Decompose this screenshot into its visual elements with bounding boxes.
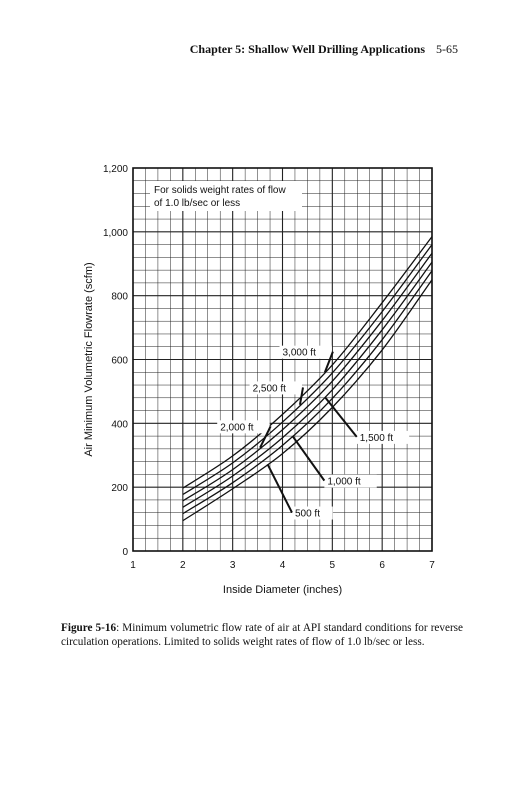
annotation-background bbox=[279, 345, 332, 359]
annotation-leader bbox=[298, 387, 304, 406]
annotation-background bbox=[291, 506, 333, 520]
series-line-500ftft bbox=[182, 279, 433, 522]
caption-text: : Minimum volumetric flow rate of air at… bbox=[61, 622, 463, 648]
x-tick-label: 5 bbox=[330, 560, 336, 571]
y-tick-label: 1,000 bbox=[103, 228, 128, 239]
x-tick-label: 2 bbox=[180, 560, 186, 571]
annotation-leader bbox=[266, 463, 293, 513]
figure-label: Figure 5-16 bbox=[61, 622, 117, 634]
figure-caption: Figure 5-16: Minimum volumetric flow rat… bbox=[61, 621, 463, 649]
annotation-leader bbox=[323, 351, 334, 373]
annotation-label: 1,500 ft bbox=[360, 433, 394, 444]
y-tick-label: 800 bbox=[111, 292, 128, 303]
series-line-2000ftft bbox=[182, 252, 433, 502]
page-header: Chapter 5: Shallow Well Drilling Applica… bbox=[190, 42, 458, 57]
annotation-label: 2,500 ft bbox=[253, 383, 287, 394]
annotation-leader bbox=[259, 425, 272, 449]
chapter-title: Chapter 5: Shallow Well Drilling Applica… bbox=[189, 42, 425, 56]
annotation-label: 500 ft bbox=[295, 509, 320, 520]
plot-frame bbox=[132, 167, 433, 552]
note-background bbox=[150, 181, 302, 211]
annotation-background bbox=[324, 474, 377, 488]
x-axis-label: Inside Diameter (inches) bbox=[223, 584, 342, 596]
annotation-leader bbox=[324, 396, 358, 438]
annotation-label: 1,000 ft bbox=[327, 477, 361, 488]
x-tick-label: 7 bbox=[429, 560, 435, 571]
annotation-background bbox=[249, 381, 302, 395]
series-line-1000ftft bbox=[182, 270, 433, 515]
annotation-leader bbox=[291, 435, 326, 482]
y-tick-label: 200 bbox=[111, 483, 128, 494]
series-line-1500ftft bbox=[182, 261, 433, 508]
annotation-label: 2,000 ft bbox=[220, 422, 254, 433]
note-text: of 1.0 lb/sec or less bbox=[154, 198, 240, 209]
x-tick-label: 4 bbox=[280, 560, 286, 571]
note-text: For solids weight rates of flow bbox=[154, 185, 286, 196]
page-number: 5-65 bbox=[436, 42, 458, 56]
annotation-label: 3,000 ft bbox=[283, 348, 317, 359]
annotation-background bbox=[356, 430, 410, 444]
series-line-2500ftft bbox=[182, 244, 433, 496]
y-axis-label: Air Minimum Volumetric Flowrate (scfm) bbox=[83, 262, 95, 456]
y-tick-label: 0 bbox=[122, 547, 128, 558]
y-tick-label: 400 bbox=[111, 419, 128, 430]
series-line-3000ftft bbox=[182, 236, 433, 489]
x-tick-label: 3 bbox=[230, 560, 236, 571]
x-tick-label: 1 bbox=[130, 560, 136, 571]
x-tick-label: 6 bbox=[379, 560, 385, 571]
annotation-background bbox=[217, 420, 270, 434]
y-tick-label: 600 bbox=[111, 356, 128, 367]
y-tick-label: 1,200 bbox=[103, 164, 128, 175]
